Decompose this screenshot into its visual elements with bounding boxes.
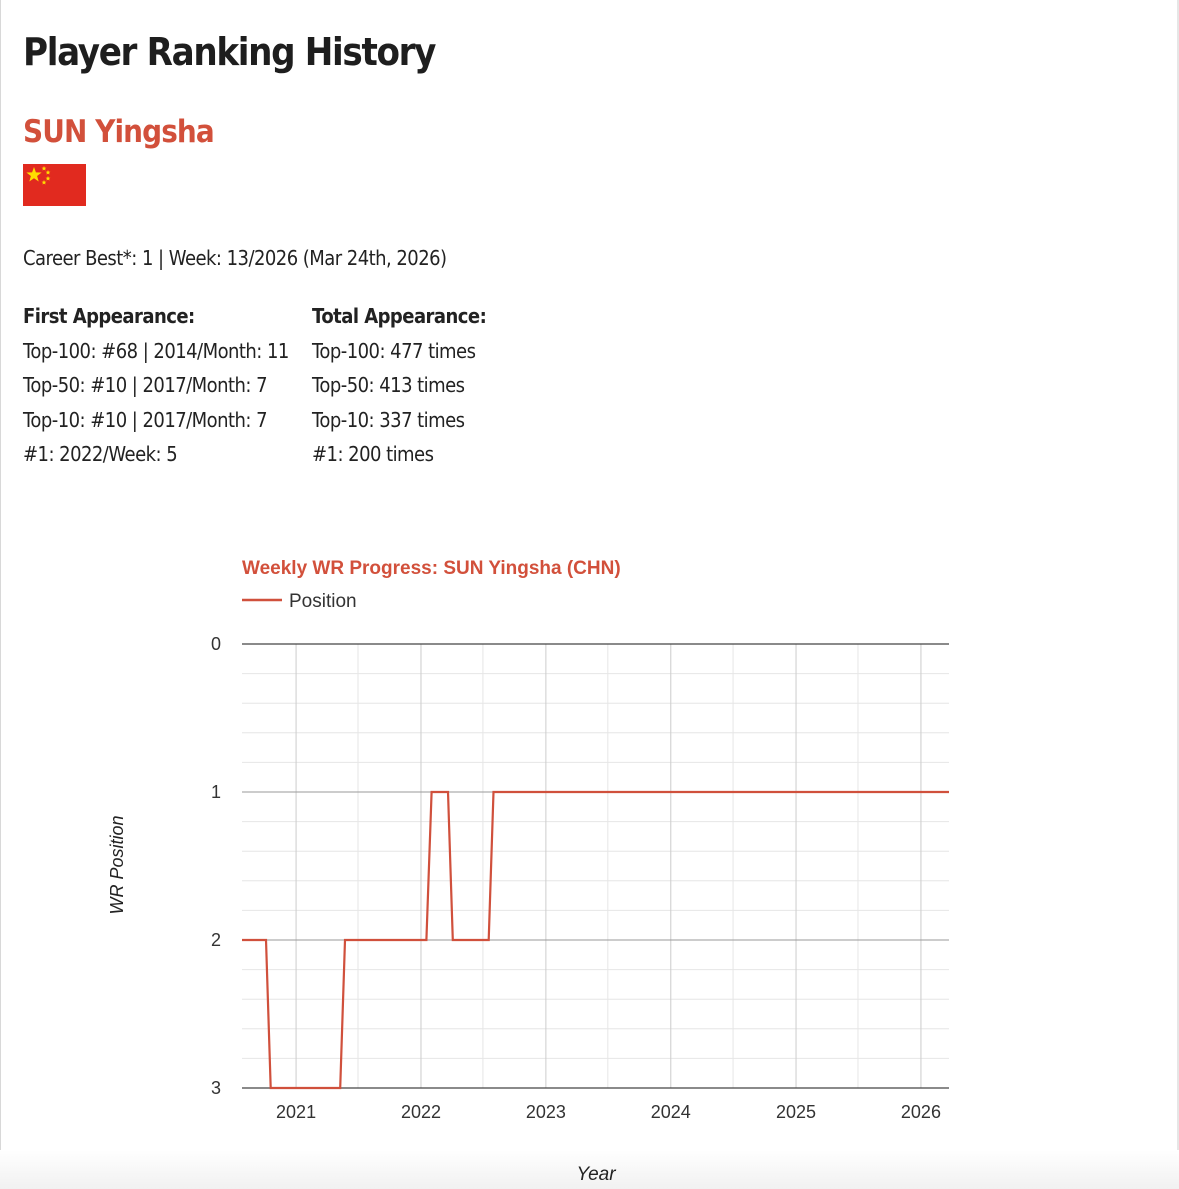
x-tick-label-2022: 2022: [401, 1102, 441, 1122]
china-flag-icon: [23, 164, 86, 206]
y-tick-label-0: 0: [211, 634, 221, 654]
x-tick-label-2024: 2024: [651, 1102, 691, 1122]
series-line-position: [242, 790, 949, 1090]
chart-series: [242, 790, 949, 1090]
page-title: Player Ranking History: [23, 30, 436, 74]
chart-x-tick-labels: 2021 2022 2023 2024 2025 2026: [276, 1102, 941, 1122]
first-appearance-top10: Top-10: #10 | 2017/Month: 7: [23, 408, 268, 432]
chart-major-gridlines: [242, 643, 949, 1089]
ranking-line-chart: 0 1 2 3 2021 2022 2023 2024 2025 2026 Weekly WR …: [107, 558, 949, 1185]
page-bottom-fade: [0, 1150, 1179, 1189]
first-appearance-number1: #1: 2022/Week: 5: [23, 442, 178, 466]
x-axis-label: Year: [576, 1164, 616, 1185]
x-tick-label-2025: 2025: [776, 1102, 816, 1122]
flag-small-star-1: [41, 166, 47, 171]
total-appearance-heading: Total Appearance:: [312, 304, 487, 328]
chart-title: Weekly WR Progress: SUN Yingsha (CHN): [242, 558, 621, 579]
x-tick-label-2023: 2023: [526, 1102, 566, 1122]
page-left-border: [0, 0, 1, 1189]
x-tick-label-2021: 2021: [276, 1102, 316, 1122]
first-appearance-heading: First Appearance:: [23, 304, 195, 328]
x-tick-label-2026: 2026: [901, 1102, 941, 1122]
legend-entry-position: Position: [289, 591, 357, 612]
flag-background: [23, 164, 86, 206]
flag-small-star-2: [45, 170, 51, 175]
first-appearance-top50: Top-50: #10 | 2017/Month: 7: [23, 373, 268, 397]
y-tick-label-2: 2: [211, 930, 221, 950]
flag-small-star-4: [41, 180, 47, 185]
y-tick-label-1: 1: [211, 782, 221, 802]
player-name: SUN Yingsha: [23, 114, 215, 150]
total-appearance-top100: Top-100: 477 times: [312, 339, 476, 363]
flag-big-star: [26, 167, 42, 182]
y-tick-label-3: 3: [211, 1078, 221, 1098]
total-appearance-top50: Top-50: 413 times: [312, 373, 465, 397]
page-right-border: [1177, 0, 1179, 1189]
y-axis-label: WR Position: [107, 815, 127, 914]
chart-minor-gridlines: [242, 644, 949, 1088]
flag-small-star-3: [45, 176, 51, 181]
career-best: Career Best*: 1 | Week: 13/2026 (Mar 24t…: [23, 246, 447, 270]
total-appearance-top10: Top-10: 337 times: [312, 408, 465, 432]
first-appearance-top100: Top-100: #68 | 2014/Month: 11: [23, 339, 289, 363]
total-appearance-number1: #1: 200 times: [312, 442, 434, 466]
chart-y-tick-labels: 0 1 2 3: [211, 634, 221, 1098]
